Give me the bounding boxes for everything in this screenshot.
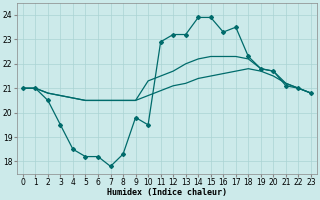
- X-axis label: Humidex (Indice chaleur): Humidex (Indice chaleur): [107, 188, 227, 197]
